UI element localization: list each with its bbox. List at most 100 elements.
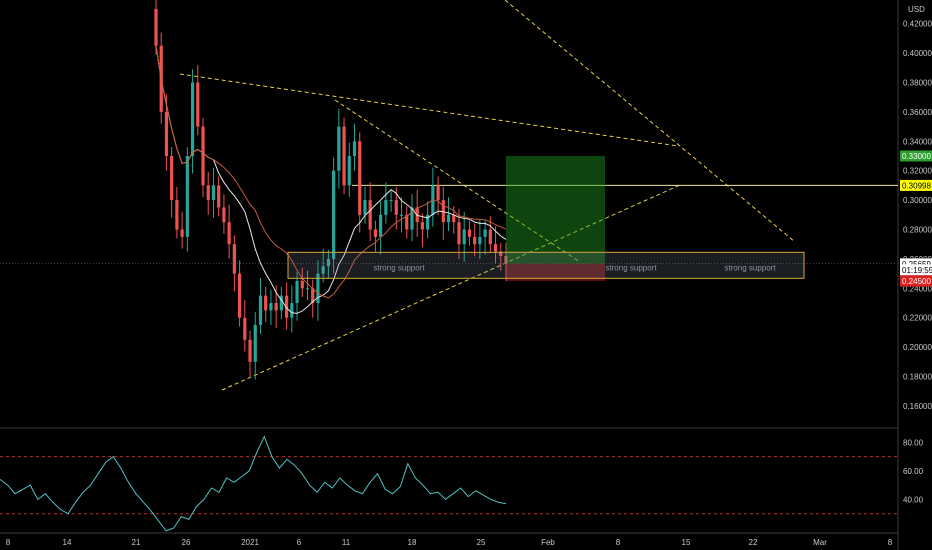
candle-body <box>410 207 414 230</box>
candle-body <box>185 155 189 237</box>
candle-body <box>217 185 221 208</box>
x-tick-label: 8 <box>888 538 893 547</box>
candle-body <box>154 8 158 46</box>
y-tick-label: 0.34000 <box>903 137 932 146</box>
candle-body <box>196 82 200 127</box>
candle-body <box>441 200 445 223</box>
rsi-line <box>0 435 507 532</box>
candle-body <box>446 214 451 223</box>
x-tick-label: 26 <box>182 538 191 547</box>
x-tick-label: 14 <box>63 538 72 547</box>
rsi-panel <box>0 435 898 532</box>
price-badge-label: 0.33000 <box>902 152 931 161</box>
candle-body <box>405 214 409 230</box>
candle-body <box>243 317 247 340</box>
candle-series <box>154 0 508 380</box>
candle-body <box>248 339 252 362</box>
candle-body <box>363 200 367 215</box>
candle-body <box>394 200 398 215</box>
candle-body <box>164 111 169 156</box>
candle-body <box>269 303 273 311</box>
rsi-tick-label: 80.00 <box>903 438 924 447</box>
candle-body <box>478 236 482 245</box>
candle-body <box>227 222 231 245</box>
candle-body <box>332 170 336 259</box>
support-zone-label: strong support <box>373 263 425 272</box>
candle-body <box>457 222 461 245</box>
candle-body <box>206 185 210 201</box>
candle-body <box>175 200 179 230</box>
candle-body <box>201 126 205 186</box>
candle-body <box>258 295 263 326</box>
moving-averages <box>155 45 507 314</box>
rsi-tick-label: 60.00 <box>903 467 924 476</box>
candle-body <box>295 280 299 304</box>
candle-body <box>462 229 466 245</box>
candle-body <box>316 273 320 304</box>
candle-body <box>326 258 330 267</box>
x-tick-label: 2021 <box>241 538 259 547</box>
candle-body <box>488 229 492 245</box>
candle-body <box>222 207 226 223</box>
candle-body <box>452 214 456 223</box>
candle-body <box>420 222 425 230</box>
candle-body <box>321 266 325 274</box>
support-zone-label: strong support <box>724 263 776 272</box>
candle-body <box>170 155 174 201</box>
candle-body <box>232 244 236 274</box>
candle-body <box>237 273 242 318</box>
price-badges: 0.330000.309980.256820.2565901:19:550.24… <box>900 150 932 287</box>
y-tick-label: 0.36000 <box>903 108 932 117</box>
currency-label: USD <box>908 5 925 14</box>
price-badge <box>900 264 932 276</box>
y-tick-label: 0.28000 <box>903 225 932 234</box>
candle-body <box>264 295 268 311</box>
y-tick-label: 0.16000 <box>903 402 932 411</box>
y-tick-label: 0.20000 <box>903 343 932 352</box>
x-tick-label: 25 <box>477 538 486 547</box>
price-badge <box>900 150 932 162</box>
candle-body <box>253 325 257 362</box>
candle-body <box>211 185 216 201</box>
position-zones: strong support strong support strong suppo… <box>287 155 805 281</box>
x-tick-label: 6 <box>297 538 302 547</box>
candle-body <box>384 200 388 215</box>
candle-body <box>504 255 508 264</box>
y-tick-label: 0.30000 <box>903 196 932 205</box>
candle-body <box>389 200 393 202</box>
y-tick-label: 0.32000 <box>903 167 932 176</box>
candle-body <box>483 229 487 237</box>
price-badge-label: 0.30998 <box>902 181 931 190</box>
candle-body <box>373 229 378 237</box>
price-badge <box>900 258 932 270</box>
candle-body <box>379 214 383 237</box>
stop-zone <box>506 263 605 281</box>
y-tick-label: 0.18000 <box>903 373 932 382</box>
support-zone <box>287 251 805 279</box>
candle-body <box>180 229 184 237</box>
candle-body <box>190 82 195 156</box>
candle-body <box>399 214 404 216</box>
y-tick-label: 0.24000 <box>903 284 932 293</box>
candle-body <box>290 303 294 318</box>
candle-body <box>311 288 315 304</box>
moving-average-line <box>155 45 507 299</box>
candle-body <box>358 141 362 215</box>
candle-body <box>274 303 278 311</box>
x-tick-label: 15 <box>682 538 691 547</box>
y-tick-label: 0.38000 <box>903 78 932 87</box>
trend-lines <box>0 0 898 391</box>
candle-body <box>284 295 289 318</box>
x-tick-label: Feb <box>541 538 555 547</box>
x-tick-label: 11 <box>342 538 351 547</box>
candle-body <box>300 280 304 289</box>
candle-body <box>473 236 477 245</box>
y-tick-label: 0.40000 <box>903 49 932 58</box>
candle-body <box>347 155 351 186</box>
candle-body <box>342 126 346 186</box>
price-badge <box>900 275 932 287</box>
candle-body <box>352 141 357 156</box>
candle-body <box>279 295 283 311</box>
